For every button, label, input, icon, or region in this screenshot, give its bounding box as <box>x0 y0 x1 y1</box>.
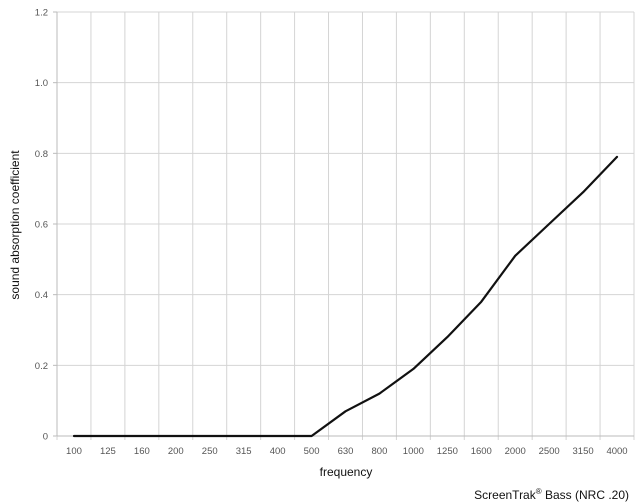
x-tick-label: 315 <box>236 446 252 457</box>
x-tick-label: 2500 <box>539 446 560 457</box>
registered-mark: ® <box>535 487 542 496</box>
x-tick-label: 125 <box>100 446 116 457</box>
x-tick-label: 630 <box>338 446 354 457</box>
y-tick-label: 0.8 <box>35 149 48 160</box>
x-tick-label: 400 <box>270 446 286 457</box>
x-tick-labels: 100 125 160 200 250 315 400 500 630 800 1000 1250 16… <box>66 446 628 457</box>
x-tick-label: 200 <box>168 446 184 457</box>
x-tick-label: 4000 <box>606 446 627 457</box>
x-tick-label: 250 <box>202 446 218 457</box>
x-tick-label: 160 <box>134 446 150 457</box>
x-tick-label: 1600 <box>471 446 492 457</box>
y-axis-label: sound absorption coefficient <box>8 150 22 300</box>
caption-product: ScreenTrak <box>474 488 536 502</box>
x-tick-label: 1250 <box>437 446 458 457</box>
x-tick-label: 2000 <box>505 446 526 457</box>
x-tick-label: 3150 <box>573 446 594 457</box>
x-tick-label: 500 <box>304 446 320 457</box>
y-tick-label: 0.6 <box>35 220 48 231</box>
x-tick-label: 800 <box>372 446 388 457</box>
y-tick-label: 1.2 <box>35 8 48 19</box>
y-tick-label: 0.4 <box>35 290 48 301</box>
y-tick-label: 0.2 <box>35 361 48 372</box>
series-group <box>72 155 619 438</box>
x-tick-label: 1000 <box>403 446 424 457</box>
grid-lines <box>53 11 635 440</box>
caption-rest: Bass (NRC .20) <box>541 488 629 502</box>
x-tick-label: 100 <box>66 446 82 457</box>
series-line <box>72 155 619 438</box>
y-tick-label: 0 <box>43 432 48 443</box>
x-axis-label: frequency <box>320 465 373 479</box>
y-tick-label: 1.0 <box>35 78 48 89</box>
y-tick-labels: 0 0.2 0.4 0.6 0.8 1.0 1.2 <box>35 8 48 443</box>
chart-caption: ScreenTrak® Bass (NRC .20) <box>474 487 629 502</box>
